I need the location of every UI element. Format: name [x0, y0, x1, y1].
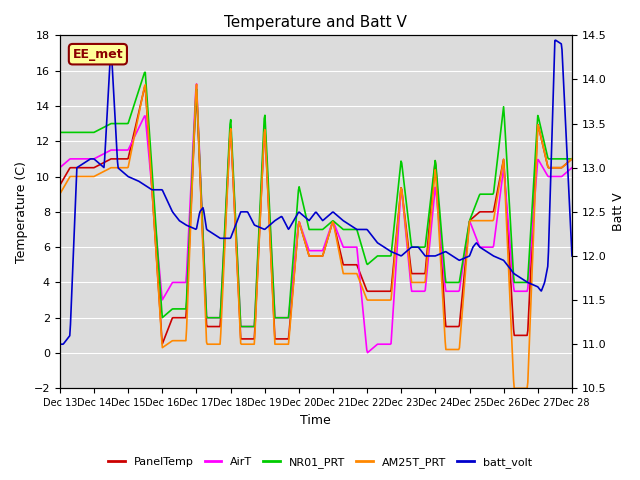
AirT	[568, 165, 576, 170]
AM25T_PRT	[394, 225, 401, 231]
batt_volt	[393, 251, 401, 257]
AirT	[193, 81, 200, 87]
AirT	[198, 197, 205, 203]
Line: AirT: AirT	[60, 84, 572, 353]
PanelTemp	[141, 84, 149, 89]
batt_volt	[170, 211, 177, 216]
PanelTemp	[394, 215, 402, 220]
AM25T_PRT	[56, 192, 63, 197]
NR01_PRT	[380, 253, 387, 259]
Line: batt_volt: batt_volt	[60, 40, 572, 344]
NR01_PRT	[198, 200, 205, 205]
AM25T_PRT	[379, 297, 387, 303]
X-axis label: Time: Time	[301, 414, 332, 427]
PanelTemp	[568, 156, 576, 162]
PanelTemp	[380, 288, 387, 294]
Title: Temperature and Batt V: Temperature and Batt V	[225, 15, 407, 30]
NR01_PRT	[65, 130, 73, 135]
AirT	[118, 147, 125, 153]
Line: PanelTemp: PanelTemp	[60, 86, 572, 344]
Legend: PanelTemp, AirT, NR01_PRT, AM25T_PRT, batt_volt: PanelTemp, AirT, NR01_PRT, AM25T_PRT, ba…	[104, 452, 536, 472]
AirT	[56, 165, 63, 170]
AM25T_PRT	[511, 385, 518, 391]
PanelTemp	[159, 341, 166, 347]
AirT	[364, 350, 371, 356]
AM25T_PRT	[198, 210, 205, 216]
AirT	[65, 157, 73, 163]
batt_volt	[552, 37, 559, 43]
NR01_PRT	[56, 130, 63, 135]
Y-axis label: Batt V: Batt V	[612, 192, 625, 231]
PanelTemp	[118, 156, 125, 162]
PanelTemp	[198, 222, 206, 228]
AirT	[394, 230, 402, 236]
AM25T_PRT	[170, 338, 177, 344]
batt_volt	[197, 207, 205, 213]
AM25T_PRT	[118, 165, 125, 170]
AM25T_PRT	[568, 156, 576, 162]
PanelTemp	[172, 315, 179, 321]
AM25T_PRT	[193, 82, 200, 87]
Line: AM25T_PRT: AM25T_PRT	[60, 84, 572, 388]
NR01_PRT	[118, 120, 125, 126]
AirT	[380, 341, 387, 347]
NR01_PRT	[141, 70, 149, 75]
AM25T_PRT	[65, 175, 73, 181]
Text: EE_met: EE_met	[72, 48, 124, 60]
batt_volt	[56, 341, 63, 347]
Y-axis label: Temperature (C): Temperature (C)	[15, 161, 28, 263]
batt_volt	[65, 334, 73, 339]
NR01_PRT	[237, 324, 245, 329]
PanelTemp	[65, 167, 73, 172]
batt_volt	[118, 168, 125, 174]
NR01_PRT	[171, 306, 179, 312]
batt_volt	[378, 243, 386, 249]
Line: NR01_PRT: NR01_PRT	[60, 72, 572, 326]
NR01_PRT	[568, 156, 576, 162]
batt_volt	[568, 253, 576, 259]
NR01_PRT	[394, 185, 402, 191]
AirT	[170, 279, 177, 285]
PanelTemp	[56, 182, 63, 188]
